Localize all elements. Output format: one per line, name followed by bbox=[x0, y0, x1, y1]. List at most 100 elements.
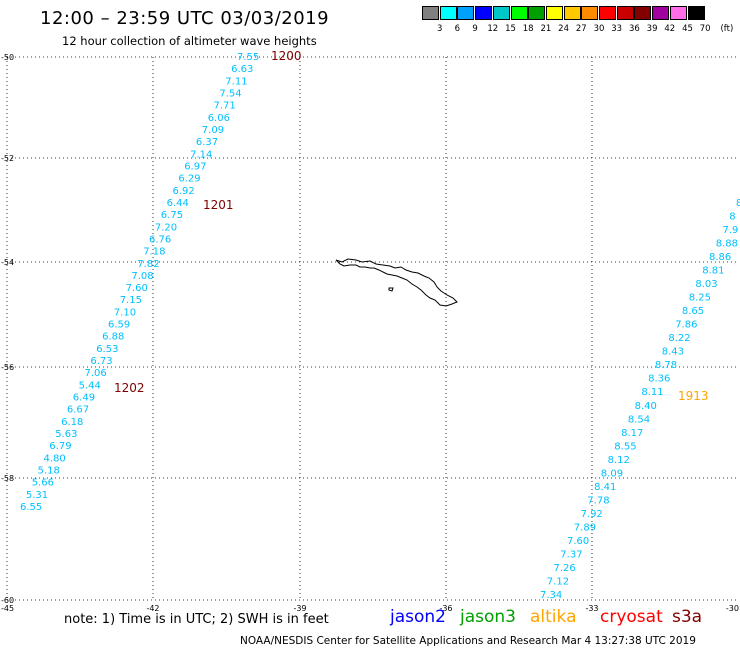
wave-height-label: 7.15 bbox=[120, 295, 142, 306]
wave-height-label: 7.10 bbox=[114, 307, 136, 318]
legend-color-swatch bbox=[669, 6, 687, 20]
legend-tick-label: 45 bbox=[682, 24, 693, 34]
wave-height-label: 8.54 bbox=[628, 414, 650, 425]
wave-height-label: 6.06 bbox=[208, 113, 230, 124]
lon-tick-label: -39 bbox=[293, 604, 306, 613]
lon-tick-label: -42 bbox=[146, 604, 159, 613]
wave-height-label: 7.92 bbox=[581, 509, 603, 520]
wave-height-label: 6.18 bbox=[61, 417, 83, 428]
wave-height-label: 5.66 bbox=[32, 478, 54, 489]
wave-height-label: 8.17 bbox=[621, 428, 643, 439]
wave-height-label: 6.88 bbox=[102, 332, 124, 343]
legend-tick-label: 15 bbox=[505, 24, 516, 34]
legend-color-swatch bbox=[457, 6, 475, 20]
legend-tick-label: (ft) bbox=[720, 24, 734, 34]
wave-height-label: 8.86 bbox=[709, 252, 731, 263]
wave-height-label: 7.71 bbox=[214, 101, 236, 112]
wave-height-label: 6.59 bbox=[108, 320, 130, 331]
wave-height-label: 8.55 bbox=[614, 441, 636, 452]
wave-height-label: 6.67 bbox=[67, 405, 89, 416]
wave-height-label: 7.11 bbox=[225, 76, 247, 87]
wave-height-label: 5.18 bbox=[38, 466, 60, 477]
wave-height-label: 7.12 bbox=[547, 577, 569, 588]
lat-tick-label: -54 bbox=[1, 258, 14, 267]
legend-tick-label: 36 bbox=[628, 24, 640, 34]
legend-color-swatch bbox=[634, 6, 652, 20]
legend-color-swatch bbox=[652, 6, 670, 20]
pass-time-label: 1913 bbox=[678, 389, 709, 403]
wave-height-label: 5.31 bbox=[26, 490, 48, 501]
footer-note: note: 1) Time is in UTC; 2) SWH is in fe… bbox=[64, 612, 329, 627]
legend-color-swatch bbox=[616, 6, 634, 20]
wave-height-label: 4.80 bbox=[44, 453, 66, 464]
legend-tick-label: 9 bbox=[472, 24, 478, 34]
wave-height-label: 8.41 bbox=[594, 482, 616, 493]
wave-height-label: 6.75 bbox=[161, 210, 183, 221]
satellite-name-cryosat: cryosat bbox=[600, 607, 663, 627]
wave-height-label: 7.18 bbox=[143, 247, 165, 258]
legend-tick-label: 3 bbox=[436, 24, 443, 34]
axis-tick-labels: -45 -42 -39 -36 -33 -30 -50 -52 -54 -56 -58 -60 bbox=[1, 53, 739, 613]
wave-height-label: 8 bbox=[729, 212, 735, 223]
legend-color-swatch bbox=[563, 6, 581, 20]
lat-tick-label: -52 bbox=[1, 154, 14, 163]
altimeter-track-west: 7.556.637.11 7.547.716.067.096.377.14 6.97… bbox=[20, 52, 259, 513]
legend-tick-label: 39 bbox=[646, 24, 658, 34]
wave-height-label: 8.11 bbox=[641, 387, 663, 398]
wave-height-label: 7.86 bbox=[675, 320, 697, 331]
lat-tick-label: -56 bbox=[1, 363, 14, 372]
wave-height-label: 7.55 bbox=[237, 52, 259, 63]
wave-height-label: 8.43 bbox=[662, 347, 684, 358]
legend-color-swatch bbox=[492, 6, 510, 20]
legend-tick-label: 6 bbox=[454, 24, 461, 34]
wave-height-label: 6.79 bbox=[49, 441, 71, 452]
wave-height-label: 6.97 bbox=[184, 162, 206, 173]
lon-tick-label: -30 bbox=[726, 604, 739, 613]
satellite-name-s3a: s3a bbox=[672, 607, 703, 627]
page-subtitle: 12 hour collection of altimeter wave hei… bbox=[62, 34, 317, 48]
wave-height-label: 6.63 bbox=[231, 64, 253, 75]
wave-height-label: 7.06 bbox=[85, 368, 107, 379]
wave-height-label: 6.73 bbox=[90, 356, 112, 367]
legend-color-swatch bbox=[422, 6, 439, 20]
satellite-name-altika: altika bbox=[530, 607, 577, 627]
islet-outline bbox=[388, 287, 394, 292]
legend-color-swatch bbox=[687, 6, 705, 20]
wave-height-label: 6.92 bbox=[173, 186, 195, 197]
legend-color-swatch bbox=[581, 6, 599, 20]
wave-height-label: 7.60 bbox=[567, 536, 589, 547]
page-title: 12:00 – 23:59 UTC 03/03/2019 bbox=[40, 8, 330, 29]
legend-tick-label: 24 bbox=[558, 24, 570, 34]
lon-tick-label: -45 bbox=[1, 604, 14, 613]
wave-height-label: 5.44 bbox=[79, 380, 101, 391]
pass-time-label: 1200 bbox=[271, 49, 302, 63]
wave-height-label: 8.65 bbox=[682, 306, 704, 317]
wave-height-label: 8.09 bbox=[601, 468, 623, 479]
wave-height-label: 7.20 bbox=[155, 222, 177, 233]
legend-color-swatch bbox=[439, 6, 457, 20]
wave-height-label: 8.81 bbox=[702, 266, 724, 277]
wave-height-label: 5.63 bbox=[55, 429, 77, 440]
wave-height-label: 7.89 bbox=[574, 522, 596, 533]
wave-height-label: 6.37 bbox=[196, 137, 218, 148]
wave-height-label: 7.60 bbox=[126, 283, 148, 294]
wave-height-label: 7.14 bbox=[190, 149, 212, 160]
wave-height-label: 7.08 bbox=[131, 271, 153, 282]
wave-height-label: 7.26 bbox=[554, 563, 576, 574]
pass-time-label: 1201 bbox=[203, 198, 234, 212]
wave-height-label: 8.03 bbox=[695, 279, 717, 290]
legend-color-swatch bbox=[545, 6, 563, 20]
legend-tick-label: 27 bbox=[575, 24, 587, 34]
wave-height-label: 7.34 bbox=[540, 590, 562, 601]
wave-height-label: 8.25 bbox=[689, 293, 711, 304]
wave-height-label: 8 bbox=[736, 198, 740, 209]
island-coastline bbox=[335, 258, 458, 307]
wave-height-label: 7.09 bbox=[202, 125, 224, 136]
legend-tick-label: 21 bbox=[540, 24, 552, 34]
lat-lon-grid bbox=[6, 56, 738, 601]
wave-height-label: 6.44 bbox=[167, 198, 189, 209]
wave-height-label: 8.78 bbox=[655, 360, 677, 371]
wave-height-label: 7.54 bbox=[219, 89, 241, 100]
legend-tick-label: 42 bbox=[664, 24, 676, 34]
